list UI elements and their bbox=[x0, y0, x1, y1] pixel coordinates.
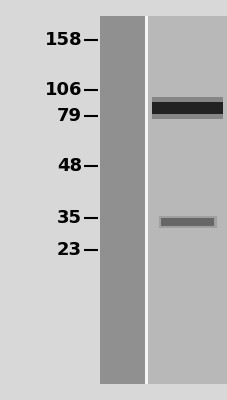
Bar bbox=[158, 216, 216, 228]
Text: 106: 106 bbox=[44, 81, 82, 99]
Bar bbox=[144, 16, 147, 384]
Text: 48: 48 bbox=[57, 157, 82, 175]
Text: 158: 158 bbox=[44, 31, 82, 49]
Bar bbox=[147, 16, 227, 384]
Bar bbox=[161, 218, 213, 226]
Text: 79: 79 bbox=[57, 107, 82, 125]
Bar bbox=[152, 102, 222, 114]
Bar bbox=[152, 97, 222, 102]
Text: 35: 35 bbox=[57, 209, 82, 227]
Bar bbox=[100, 16, 144, 384]
Bar bbox=[152, 114, 222, 119]
Text: 23: 23 bbox=[57, 241, 82, 259]
